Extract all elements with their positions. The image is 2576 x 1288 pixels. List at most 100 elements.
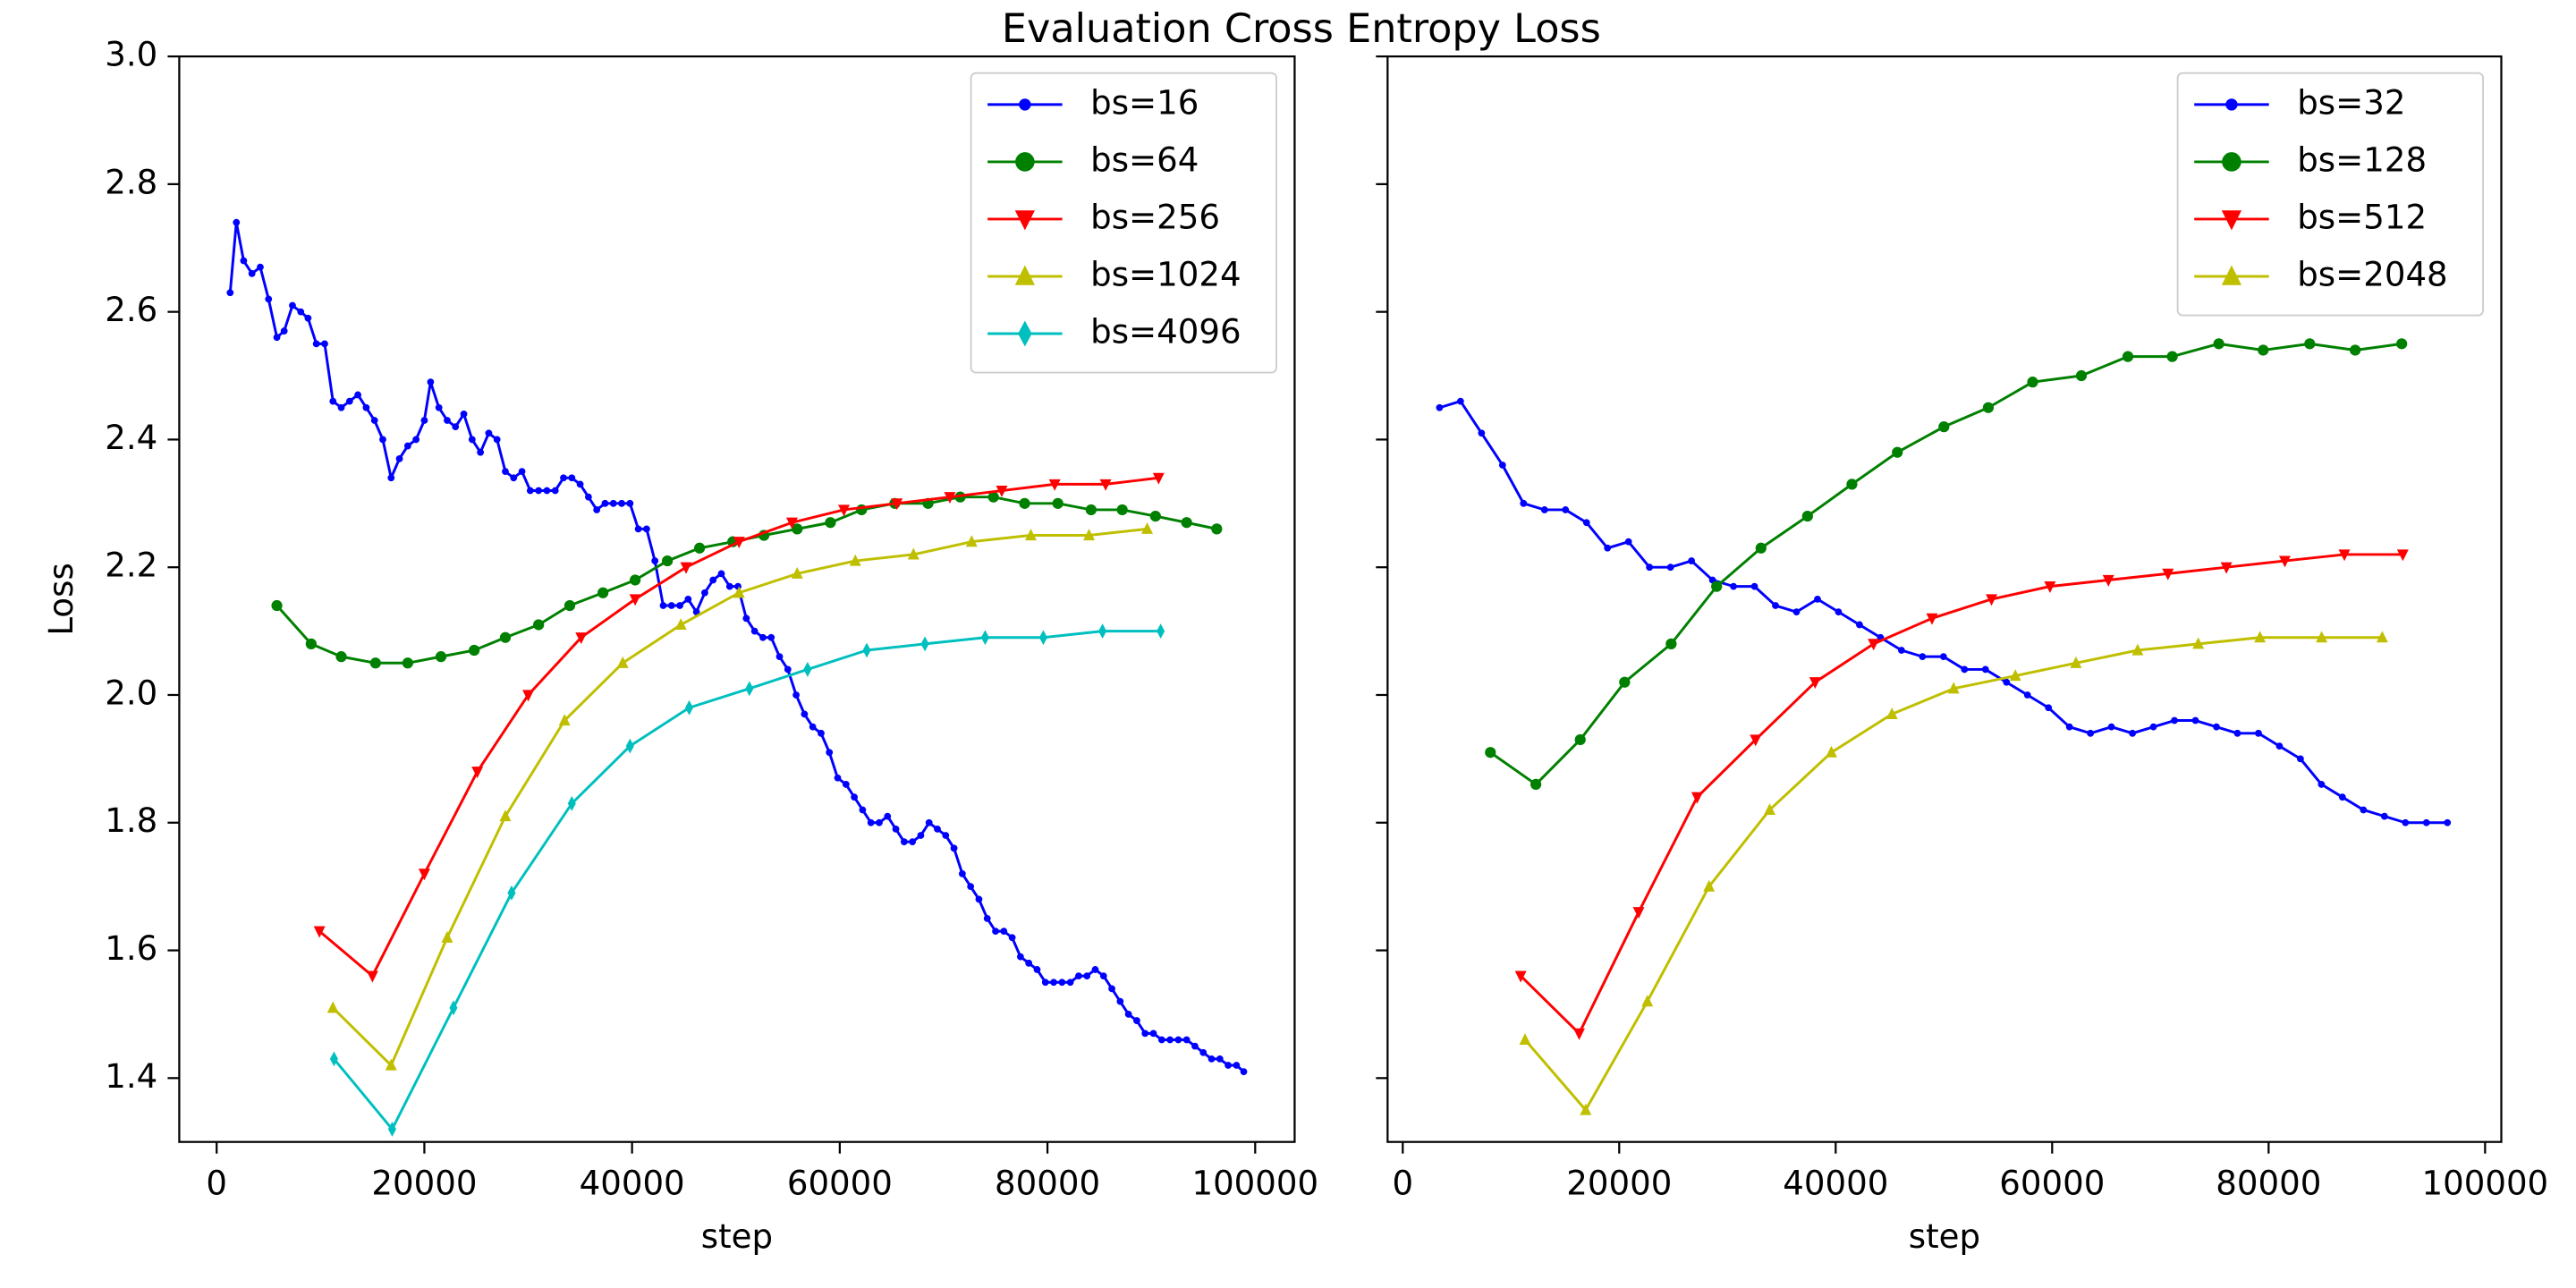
data-point xyxy=(920,636,929,652)
data-point xyxy=(499,809,512,822)
data-point xyxy=(2102,574,2114,587)
data-point xyxy=(412,436,420,444)
data-point xyxy=(1919,653,1927,661)
x-tick-label: 40000 xyxy=(580,1164,685,1202)
data-point xyxy=(925,818,933,826)
data-point xyxy=(709,576,717,584)
x-tick-label: 80000 xyxy=(2216,1164,2321,1202)
data-point xyxy=(273,334,281,342)
data-point xyxy=(809,723,817,731)
data-point xyxy=(996,485,1008,497)
data-point xyxy=(2316,631,2328,643)
x-tick-label: 0 xyxy=(206,1164,227,1202)
data-point xyxy=(435,651,447,663)
data-point xyxy=(337,403,345,411)
data-point xyxy=(1016,953,1024,961)
data-point xyxy=(1573,1028,1585,1040)
data-point xyxy=(560,474,567,482)
series-line xyxy=(228,221,1245,1073)
data-point xyxy=(1048,479,1061,491)
data-point xyxy=(233,218,241,226)
data-point xyxy=(1116,997,1124,1005)
data-point xyxy=(1075,972,1082,979)
data-point xyxy=(576,480,584,488)
data-point xyxy=(1666,564,1674,572)
data-point xyxy=(1085,504,1097,516)
data-point xyxy=(366,970,378,983)
data-point xyxy=(674,618,687,631)
data-point xyxy=(551,487,559,495)
data-point xyxy=(676,602,683,609)
x-tick-label: 40000 xyxy=(1783,1164,1888,1202)
data-point xyxy=(1116,504,1128,516)
data-point xyxy=(2380,812,2388,820)
data-point xyxy=(1750,734,1762,747)
data-point xyxy=(584,493,592,501)
data-point xyxy=(884,812,892,820)
data-point xyxy=(1711,580,1723,592)
data-point xyxy=(2396,338,2408,350)
x-tick-label: 80000 xyxy=(995,1164,1100,1202)
data-point xyxy=(1632,907,1645,919)
data-point xyxy=(659,602,667,609)
data-point xyxy=(2191,716,2199,724)
data-point xyxy=(533,619,545,631)
data-point xyxy=(452,423,460,431)
data-point xyxy=(257,263,264,271)
data-point xyxy=(1208,1055,1216,1063)
series-line xyxy=(1520,553,2403,1035)
data-point xyxy=(1181,517,1192,529)
legend-label: bs=16 xyxy=(1090,83,1199,122)
data-point xyxy=(667,602,675,609)
x-tick-label: 20000 xyxy=(371,1164,477,1202)
data-point xyxy=(717,570,725,578)
data-point xyxy=(759,633,767,641)
data-point xyxy=(1540,506,1548,513)
legend-label: bs=128 xyxy=(2297,140,2427,179)
y-tick-label: 2.8 xyxy=(105,163,157,201)
data-point xyxy=(370,417,378,424)
data-point xyxy=(312,340,320,348)
data-point xyxy=(2402,818,2410,826)
data-point xyxy=(1530,778,1542,791)
data-point xyxy=(849,554,861,566)
data-point xyxy=(625,738,634,754)
data-point xyxy=(1457,397,1464,405)
data-point xyxy=(2376,631,2388,643)
data-point xyxy=(1108,985,1115,993)
data-point xyxy=(1083,972,1091,979)
y-tick-label: 1.4 xyxy=(105,1057,157,1096)
data-point xyxy=(2009,669,2021,682)
data-point xyxy=(471,767,484,779)
data-point xyxy=(2171,716,2178,724)
data-point xyxy=(1939,653,1947,661)
data-point xyxy=(2213,338,2224,350)
legend-label: bs=1024 xyxy=(1090,255,1241,293)
data-point xyxy=(992,928,999,936)
data-point xyxy=(289,301,296,309)
data-point xyxy=(1624,538,1632,546)
data-point xyxy=(402,657,413,669)
data-point xyxy=(1157,1036,1165,1044)
data-point xyxy=(1157,623,1165,640)
axes-frame xyxy=(178,55,1296,1143)
y-tick-label: 2.4 xyxy=(105,419,157,457)
x-tick-label: 0 xyxy=(1392,1164,1413,1202)
data-point xyxy=(767,633,775,641)
legend-marker xyxy=(2221,210,2242,231)
data-point xyxy=(651,557,659,564)
y-tick-label: 1.6 xyxy=(105,929,157,968)
data-point xyxy=(2129,729,2137,737)
data-point xyxy=(983,914,991,922)
data-point xyxy=(1582,519,1590,527)
data-point xyxy=(2396,549,2409,562)
data-point xyxy=(1665,638,1677,649)
data-point xyxy=(907,547,919,560)
data-point xyxy=(2075,369,2088,382)
data-point xyxy=(980,630,989,646)
data-point xyxy=(1240,1068,1248,1076)
data-point xyxy=(1025,959,1033,967)
data-point xyxy=(1058,979,1066,987)
